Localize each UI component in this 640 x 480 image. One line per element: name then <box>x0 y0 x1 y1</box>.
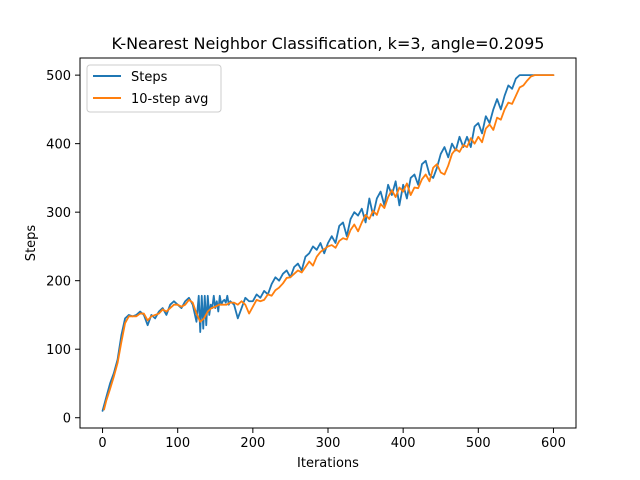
legend-entry: 10-step avg <box>131 92 208 107</box>
x-tick-label: 600 <box>541 436 566 451</box>
y-tick-label: 400 <box>46 138 71 153</box>
legend-entry: Steps <box>131 70 168 85</box>
y-tick-label: 500 <box>46 69 71 84</box>
x-axis-ticks: 0 100 200 300 400 500 600 <box>98 428 566 451</box>
x-tick-label: 0 <box>98 436 106 451</box>
y-axis-ticks: 0 100 200 300 400 500 <box>46 69 80 427</box>
y-tick-label: 200 <box>46 275 71 290</box>
y-tick-label: 300 <box>46 206 71 221</box>
chart-title: K-Nearest Neighbor Classification, k=3, … <box>112 34 545 53</box>
x-tick-label: 300 <box>316 436 341 451</box>
x-tick-label: 200 <box>240 436 265 451</box>
series-line-steps <box>101 74 555 412</box>
series-layer <box>101 74 555 412</box>
y-tick-label: 0 <box>63 412 71 427</box>
y-axis-label: Steps <box>24 225 39 262</box>
x-tick-label: 400 <box>391 436 416 451</box>
y-tick-label: 100 <box>46 343 71 358</box>
legend: Steps 10-step avg <box>86 64 222 113</box>
x-axis-label: Iterations <box>297 456 359 471</box>
x-tick-label: 500 <box>466 436 491 451</box>
x-tick-label: 100 <box>165 436 190 451</box>
series-line-avg <box>103 74 555 411</box>
